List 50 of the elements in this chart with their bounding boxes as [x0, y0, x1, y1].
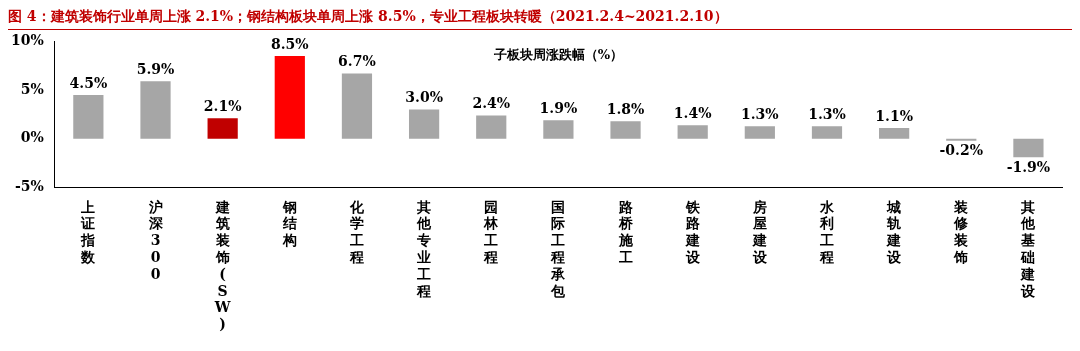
data-label: 4.5% — [69, 74, 108, 91]
x-tick-label: 水利工程 — [818, 198, 835, 265]
data-label: 6.7% — [338, 53, 376, 70]
x-tick-label: 路桥施工 — [617, 198, 634, 265]
data-label: 8.5% — [270, 35, 309, 52]
x-tick-label: 铁路建设 — [684, 198, 701, 265]
y-tick-label: -5% — [14, 178, 44, 195]
y-tick-label: 0% — [20, 129, 44, 146]
x-tick-label: 化学工程 — [348, 198, 365, 265]
x-tick-label: 其他专业工程 — [416, 198, 433, 299]
bar — [207, 118, 238, 139]
bar — [677, 125, 708, 139]
bar — [73, 94, 104, 139]
data-label: 1.9% — [539, 99, 578, 116]
data-label: 1.3% — [741, 105, 779, 122]
data-label: 1.3% — [808, 105, 846, 122]
data-label: 1.1% — [875, 107, 913, 124]
x-tick-label: 国际工程承包 — [550, 198, 567, 299]
bar — [476, 115, 507, 139]
x-tick-label: 上证指数 — [80, 198, 97, 265]
x-tick-label: 建筑装饰(SW) — [213, 198, 231, 333]
bar — [610, 121, 641, 139]
bar — [274, 56, 305, 139]
x-tick-label: 园林工程 — [483, 198, 500, 265]
y-tick-label: 5% — [20, 80, 44, 97]
bar — [341, 73, 373, 139]
bar — [811, 126, 843, 139]
data-label: -0.2% — [939, 142, 984, 159]
x-tick-label: 装修装饰 — [953, 198, 970, 265]
x-tick-label: 其他基础建设 — [1020, 198, 1037, 299]
data-label: -1.9% — [1006, 158, 1051, 175]
chart-title: 图 4：建筑装饰行业单周上涨 2.1%；钢结构板块单周上涨 8.5%，专业工程板块转暖（2021.2.4~2021.2.10） — [8, 8, 1072, 30]
bar — [408, 109, 440, 139]
data-label: 3.0% — [405, 89, 443, 106]
data-label: 2.4% — [472, 95, 511, 112]
y-tick-label: 10% — [10, 32, 44, 49]
bar — [543, 120, 574, 139]
x-tick-label: 沪深300 — [147, 198, 164, 282]
annotation: 子板块周涨跌幅（%） — [492, 47, 624, 63]
data-label: 2.1% — [203, 97, 242, 114]
bar — [140, 81, 171, 139]
x-tick-label: 城轨建设 — [886, 198, 903, 265]
bar — [1013, 138, 1044, 158]
x-tick-label: 钢结构 — [281, 198, 297, 249]
x-tick-label: 房屋建设 — [751, 198, 768, 265]
data-label: 5.9% — [136, 60, 175, 77]
bar — [744, 126, 775, 139]
data-label: 1.8% — [606, 100, 645, 117]
bar — [879, 128, 910, 139]
data-label: 1.4% — [673, 104, 712, 121]
